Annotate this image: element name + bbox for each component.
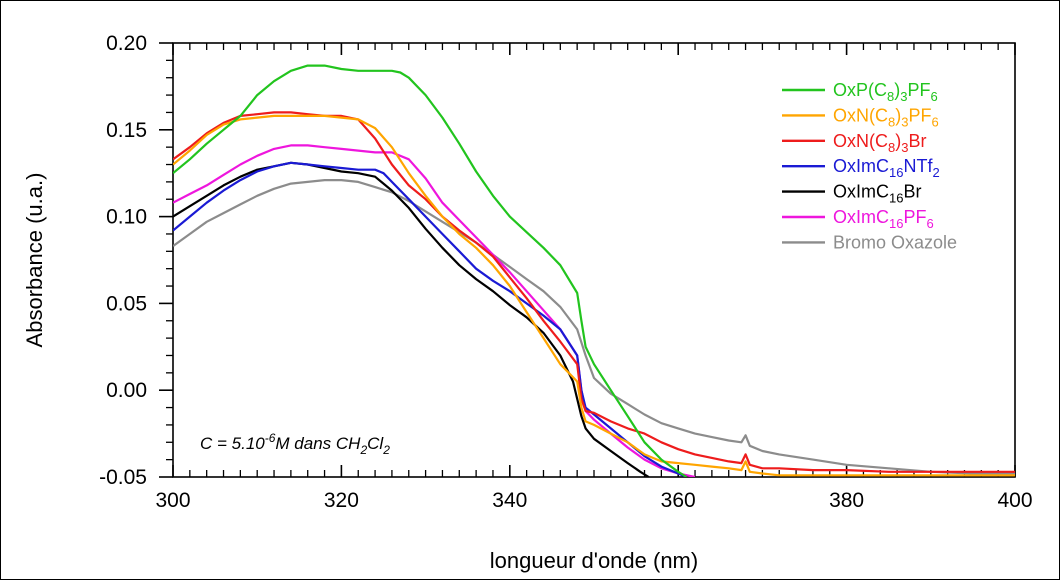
y-tick-label: 0.15 [106,119,147,142]
legend: OxP(C8)3PF6OxN(C8)3PF6OxN(C8)3BrOxImC16N… [782,80,957,252]
series-line-0 [173,66,687,477]
legend-label: OxImC16PF6 [833,207,934,231]
legend-label: OxN(C8)3PF6 [833,105,939,129]
x-tick-label: 300 [155,489,190,512]
legend-item: OxImC16NTf2 [782,156,940,180]
x-axis-title: longueur d'onde (nm) [490,548,698,573]
concentration-annotation: C = 5.10-6M dans CH2Cl2 [200,431,390,457]
y-tick-label: 0.05 [106,292,147,315]
series-line-4 [173,163,649,477]
x-tick-label: 360 [661,489,696,512]
legend-label: OxImC16Br [833,182,921,206]
legend-item: Bromo Oxazole [782,232,957,252]
y-tick-label: 0.10 [106,206,147,229]
series-line-3 [173,163,687,477]
legend-label: OxP(C8)3PF6 [833,80,938,104]
x-tick-label: 320 [324,489,359,512]
y-tick-label: -0.05 [99,466,147,489]
y-tick-label: 0.20 [106,32,147,55]
y-tick-label: 0.00 [106,379,147,402]
legend-item: OxN(C8)3PF6 [782,105,939,129]
legend-label: Bromo Oxazole [833,232,957,252]
legend-item: OxImC16Br [782,182,921,206]
x-tick-label: 400 [997,489,1032,512]
legend-item: OxN(C8)3Br [782,131,926,155]
legend-label: OxN(C8)3Br [833,131,926,155]
x-tick-label: 380 [829,489,864,512]
legend-item: OxImC16PF6 [782,207,934,231]
series-line-5 [173,145,695,477]
y-axis-title: Absorbance (u.a.) [22,173,47,348]
legend-item: OxP(C8)3PF6 [782,80,938,104]
x-tick-label: 340 [492,489,527,512]
legend-label: OxImC16NTf2 [833,156,940,180]
